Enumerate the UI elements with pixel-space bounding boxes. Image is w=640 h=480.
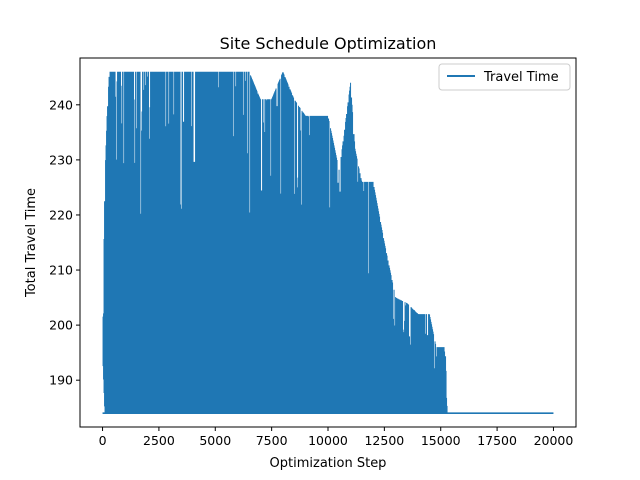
x-axis-ticks: 0 2500 5000 7500 10000 12500 15000 17500 20000 [99,427,574,448]
y-axis-label: Total Travel Time [24,188,39,298]
y-tick-label: 200 [49,318,73,333]
x-tick-label: 15000 [421,433,461,448]
series-oscillation [102,71,448,414]
y-tick-label: 220 [49,207,73,222]
y-tick-label: 190 [49,373,73,388]
x-tick-label: 7500 [256,433,288,448]
x-tick-label: 17500 [477,433,517,448]
x-tick-label: 20000 [534,433,574,448]
x-tick-label: 0 [99,433,107,448]
legend: Travel Time [438,63,571,91]
x-tick-label: 12500 [364,433,404,448]
x-tick-label: 2500 [143,433,175,448]
y-tick-label: 210 [49,263,73,278]
chart-title: Site Schedule Optimization [220,34,437,53]
x-tick-label: 10000 [308,433,348,448]
x-axis-label: Optimization Step [270,456,387,471]
legend-box [438,63,571,91]
legend-entry-travel-time: Travel Time [483,70,559,85]
y-axis-ticks: 190 200 210 220 230 240 [49,97,80,388]
x-tick-label: 5000 [199,433,231,448]
series-travel-time [102,71,554,415]
y-tick-label: 230 [49,152,73,167]
y-tick-label: 240 [49,97,73,112]
